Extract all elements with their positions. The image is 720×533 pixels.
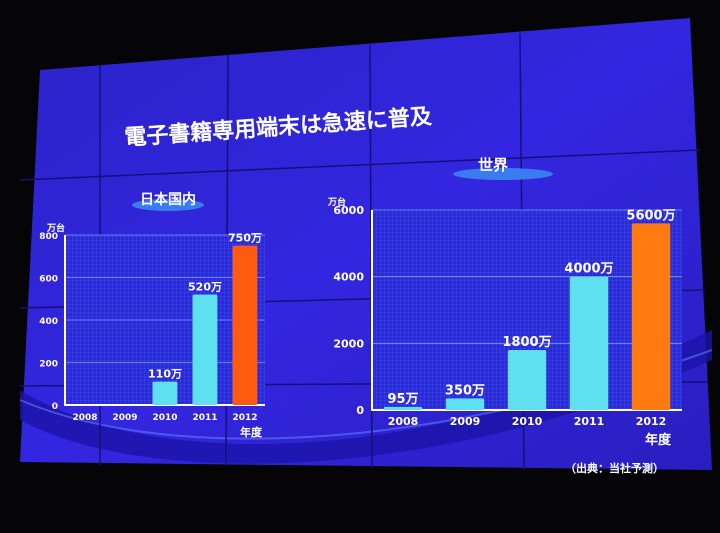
bar-2012 <box>232 245 258 405</box>
chart-world: 0 2000 4000 6000 2008 95万 2009 350万 2010 1800万 201… <box>333 204 682 428</box>
bar-2012 <box>631 223 671 410</box>
y-tick-label: 600 <box>39 275 58 285</box>
data-label: 520万 <box>188 281 222 294</box>
source-note: （出典：当社予測） <box>565 461 664 475</box>
y-tick-label: 6000 <box>333 204 364 217</box>
y-unit-label-world: 万台 <box>327 196 346 208</box>
chart-japan: 0 200 400 600 800 2008 2009 2010 110万 2011 520万 201… <box>39 232 265 423</box>
y-tick-label: 0 <box>52 402 58 412</box>
chart-title-pill <box>132 199 204 211</box>
y-tick-label: 400 <box>39 317 58 327</box>
x-tick-label: 2009 <box>112 413 137 423</box>
data-label: 1800万 <box>502 335 551 350</box>
data-label: 110万 <box>148 368 182 381</box>
x-tick-label: 2009 <box>450 415 481 428</box>
data-label: 350万 <box>445 383 485 398</box>
data-label: 4000万 <box>564 262 613 277</box>
bar-2009 <box>445 398 485 410</box>
x-tick-label: 2008 <box>72 413 97 423</box>
y-tick-label: 4000 <box>333 271 364 284</box>
y-tick-label: 200 <box>39 360 58 370</box>
x-unit-label-japan: 年度 <box>240 425 263 439</box>
x-tick-label: 2008 <box>388 415 419 428</box>
data-label: 750万 <box>228 232 262 245</box>
x-tick-label: 2010 <box>512 415 543 428</box>
y-unit-label-japan: 万台 <box>46 222 65 234</box>
chart-title-pill <box>453 168 553 180</box>
bar-2008 <box>383 406 423 410</box>
bar-2011 <box>569 276 609 410</box>
data-label: 5600万 <box>626 208 675 223</box>
x-unit-label-world: 年度 <box>645 432 672 448</box>
bar-2010 <box>152 381 178 405</box>
x-tick-label: 2010 <box>152 413 177 423</box>
x-tick-label: 2011 <box>192 413 217 423</box>
chart-title-japan: 日本国内 <box>140 191 196 208</box>
y-tick-label: 2000 <box>333 337 364 350</box>
chart-title-world: 世界 <box>478 156 508 174</box>
y-tick-label: 800 <box>39 232 58 242</box>
bar-2011 <box>192 294 218 405</box>
bar-2010 <box>507 350 547 410</box>
data-label: 95万 <box>387 392 418 407</box>
x-tick-label: 2012 <box>636 415 667 428</box>
x-tick-label: 2011 <box>574 415 605 428</box>
y-tick-label: 0 <box>356 404 364 417</box>
x-tick-label: 2012 <box>232 413 257 423</box>
